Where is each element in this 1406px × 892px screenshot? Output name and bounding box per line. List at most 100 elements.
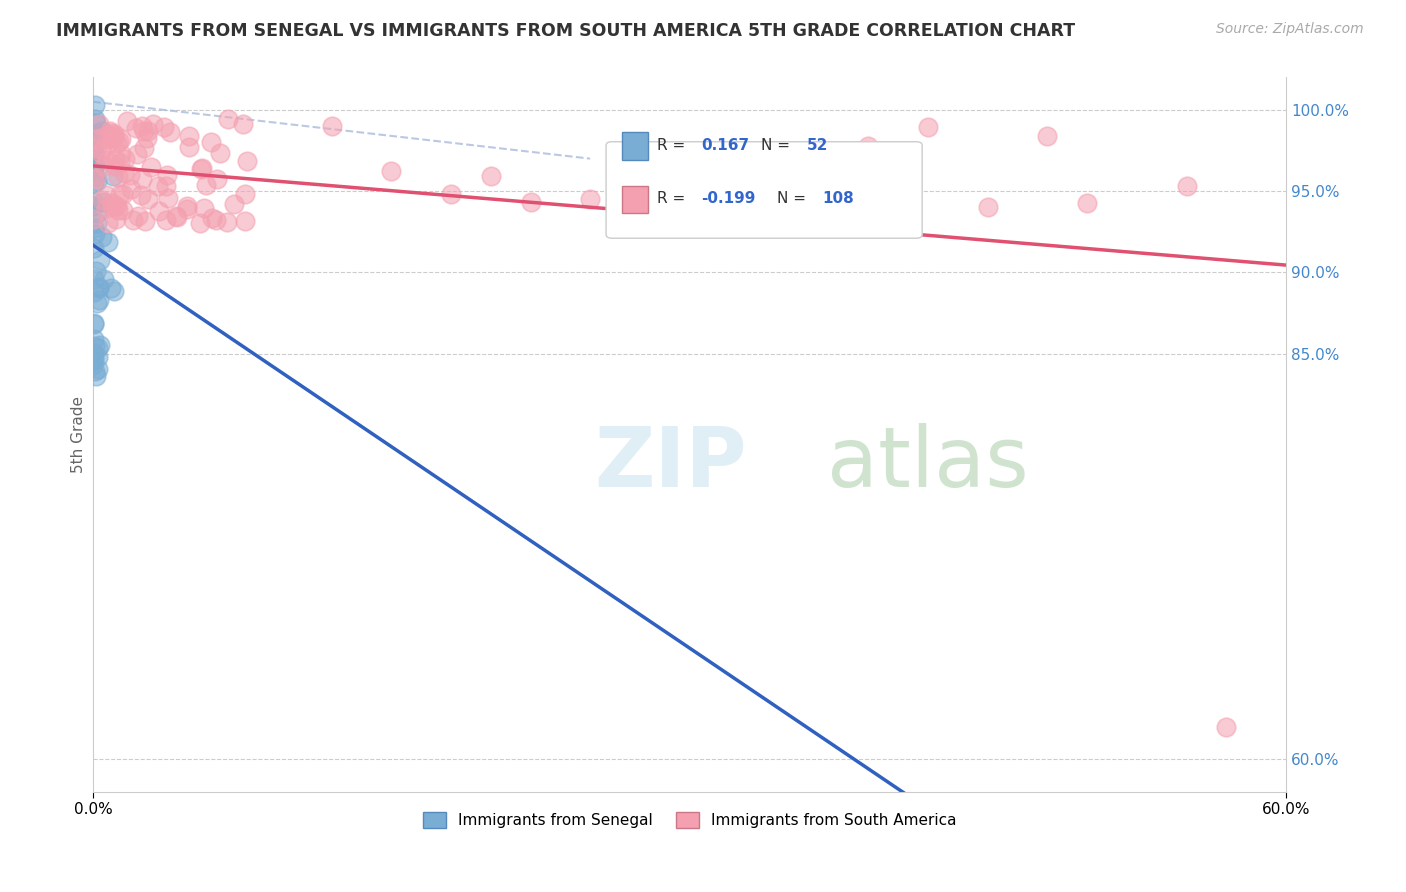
- Text: N =: N =: [761, 138, 794, 153]
- Point: [96, 153, 118, 168]
- Point: [91, 193, 114, 207]
- Point: [107, 169, 129, 184]
- Point: [155, 178, 177, 193]
- Point: [84, 158, 107, 172]
- Point: [83, 332, 105, 346]
- Point: [94, 187, 117, 202]
- Point: [138, 192, 160, 206]
- Point: [91, 124, 114, 138]
- Point: [82, 142, 104, 156]
- Point: [201, 211, 224, 225]
- Text: 0.167: 0.167: [702, 138, 749, 153]
- Point: [177, 129, 200, 144]
- Point: [479, 169, 502, 183]
- Point: [224, 197, 246, 211]
- Point: [83, 149, 105, 163]
- Point: [91, 129, 114, 144]
- Point: [86, 296, 108, 310]
- Point: [134, 124, 156, 138]
- Point: [83, 176, 105, 190]
- FancyBboxPatch shape: [606, 142, 922, 238]
- Point: [127, 209, 149, 223]
- Point: [233, 214, 256, 228]
- Point: [579, 192, 602, 206]
- Y-axis label: 5th Grade: 5th Grade: [72, 396, 86, 473]
- Point: [97, 132, 120, 146]
- Point: [105, 212, 128, 227]
- Point: [838, 205, 860, 219]
- Point: [89, 281, 111, 295]
- Point: [1076, 196, 1098, 211]
- Point: [118, 168, 141, 182]
- Point: [131, 119, 153, 133]
- Point: [83, 285, 105, 299]
- Point: [82, 158, 104, 172]
- Point: [89, 338, 111, 352]
- Point: [86, 206, 108, 220]
- Point: [82, 359, 104, 373]
- Point: [83, 317, 105, 331]
- Point: [233, 187, 256, 202]
- Point: [104, 159, 127, 173]
- Point: [83, 158, 105, 172]
- Point: [321, 119, 343, 133]
- Point: [90, 146, 112, 161]
- Point: [84, 132, 107, 146]
- Point: [96, 235, 118, 249]
- Point: [134, 214, 156, 228]
- Point: [83, 316, 105, 330]
- Point: [778, 183, 800, 197]
- Point: [718, 160, 741, 174]
- Text: N =: N =: [776, 192, 810, 206]
- Point: [86, 174, 108, 188]
- Point: [108, 187, 131, 202]
- Point: [111, 186, 134, 201]
- Point: [195, 178, 218, 193]
- Point: [217, 112, 239, 126]
- Point: [83, 240, 105, 254]
- Point: [103, 169, 125, 184]
- Point: [232, 117, 254, 131]
- Point: [100, 199, 122, 213]
- Point: [156, 168, 179, 182]
- Point: [94, 201, 117, 215]
- Text: R =: R =: [658, 138, 690, 153]
- Point: [103, 131, 125, 145]
- Point: [104, 199, 127, 213]
- Point: [129, 188, 152, 202]
- Point: [84, 141, 107, 155]
- Point: [84, 98, 107, 112]
- Point: [638, 177, 661, 191]
- Point: [83, 169, 105, 184]
- Point: [205, 172, 228, 186]
- Point: [977, 200, 1000, 214]
- Point: [105, 199, 128, 213]
- Point: [1215, 720, 1237, 734]
- Point: [110, 147, 132, 161]
- Point: [91, 194, 114, 209]
- Point: [87, 351, 110, 365]
- Point: [108, 134, 131, 148]
- Point: [115, 113, 138, 128]
- FancyBboxPatch shape: [621, 186, 648, 213]
- Point: [159, 125, 181, 139]
- Point: [135, 131, 157, 145]
- Point: [112, 166, 135, 180]
- Point: [131, 171, 153, 186]
- FancyBboxPatch shape: [621, 132, 648, 160]
- Point: [191, 161, 214, 176]
- Text: 52: 52: [807, 138, 828, 153]
- Text: IMMIGRANTS FROM SENEGAL VS IMMIGRANTS FROM SOUTH AMERICA 5TH GRADE CORRELATION C: IMMIGRANTS FROM SENEGAL VS IMMIGRANTS FR…: [56, 22, 1076, 40]
- Text: R =: R =: [658, 192, 690, 206]
- Point: [93, 160, 115, 174]
- Point: [84, 116, 107, 130]
- Point: [100, 195, 122, 210]
- Point: [127, 147, 149, 161]
- Point: [100, 124, 122, 138]
- Point: [166, 210, 188, 224]
- Point: [858, 138, 880, 153]
- Point: [188, 216, 211, 230]
- Point: [107, 202, 129, 217]
- Point: [165, 209, 187, 223]
- Point: [208, 145, 231, 160]
